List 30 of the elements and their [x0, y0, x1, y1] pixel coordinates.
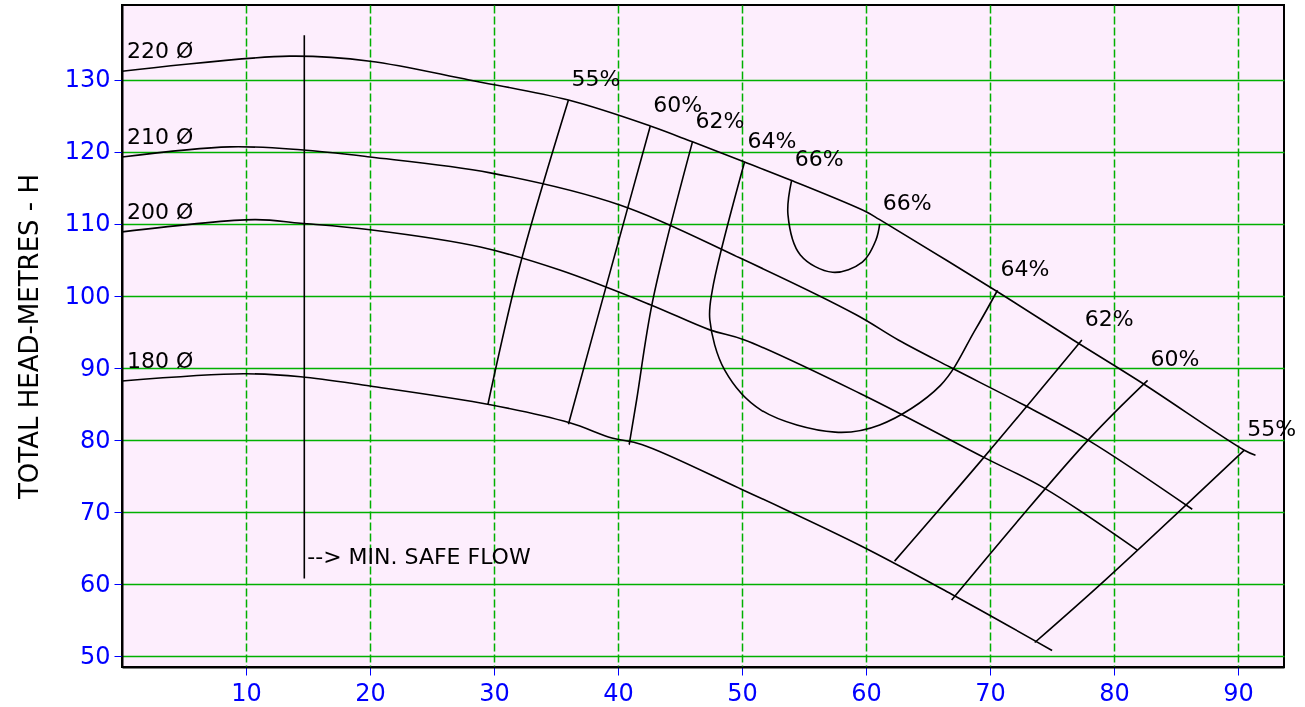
series-label: 220 Ø: [127, 38, 194, 64]
y-tick-label: 100: [64, 281, 111, 310]
y-tick-label: 90: [79, 353, 111, 382]
y-tick-label: 60: [79, 569, 111, 598]
x-tick-label: 30: [479, 678, 510, 707]
x-tick-label: 50: [727, 678, 758, 707]
annotation: --> MIN. SAFE FLOW: [307, 544, 531, 570]
x-tick-label: 40: [603, 678, 634, 707]
x-tick-label: 10: [231, 678, 262, 707]
annotation: 64%: [747, 128, 797, 154]
x-tick-label: 20: [355, 678, 386, 707]
annotation: 62%: [1084, 305, 1134, 331]
annotation: 66%: [882, 189, 932, 215]
y-tick-label: 50: [79, 641, 111, 670]
y-tick-label: 70: [79, 497, 111, 526]
annotation: 64%: [1000, 256, 1050, 282]
x-tick-label: 60: [851, 678, 882, 707]
y-tick-label: 80: [79, 425, 111, 454]
series-label: 200 Ø: [127, 198, 194, 224]
annotation: 66%: [794, 146, 844, 172]
series-label: 210 Ø: [127, 123, 194, 149]
y-tick-label: 130: [64, 65, 111, 94]
x-tick-label: 70: [975, 678, 1006, 707]
y-tick-label: 110: [64, 209, 111, 238]
y-axis-title: TOTAL HEAD-METRES - H: [13, 173, 44, 501]
annotation: 60%: [1150, 346, 1200, 372]
series-label: 180 Ø: [127, 348, 194, 374]
x-tick-label: 80: [1099, 678, 1130, 707]
y-tick-label: 120: [64, 137, 111, 166]
x-tick-label: 90: [1223, 678, 1254, 707]
